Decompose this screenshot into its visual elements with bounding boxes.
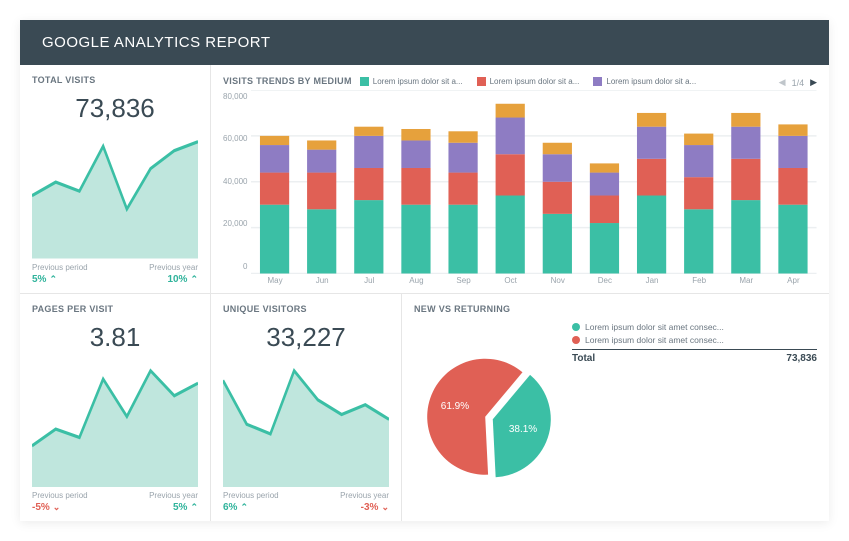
xtick: Jun — [299, 276, 346, 285]
caret-up-icon: ⌃ — [190, 502, 198, 512]
trends-legend: Lorem ipsum dolor sit a... Lorem ipsum do… — [360, 77, 779, 86]
trends-bars — [251, 90, 817, 274]
pages-per-visit-value: 3.81 — [32, 322, 198, 353]
pie-chart: 38.1% 61.9% — [414, 318, 564, 514]
xtick: Aug — [393, 276, 440, 285]
prev-year-value: 10%⌃ — [167, 274, 198, 285]
card-unique-visitors: UNIQUE VISITORS 33,227 Previous period 6… — [211, 294, 401, 522]
prev-period-label: Previous period — [223, 491, 279, 500]
prev-year-label: Previous year — [149, 491, 198, 500]
card-title: NEW VS RETURNING — [414, 304, 817, 314]
ytick: 40,000 — [223, 177, 247, 186]
svg-text:61.9%: 61.9% — [441, 401, 469, 412]
pager-text: 1/4 — [792, 78, 805, 88]
pie-legend-item: Lorem ipsum dolor sit amet consec... — [572, 322, 817, 332]
svg-text:38.1%: 38.1% — [509, 424, 537, 435]
card-title: VISITS TRENDS BY MEDIUM — [223, 76, 352, 86]
report-title: GOOGLE ANALYTICS REPORT — [42, 34, 271, 51]
pie-total-value: 73,836 — [786, 353, 817, 364]
prev-period-label: Previous period — [32, 263, 88, 272]
pie-legend: Lorem ipsum dolor sit amet consec... Lore… — [572, 318, 817, 514]
xtick: Nov — [534, 276, 581, 285]
ytick: 60,000 — [223, 134, 247, 143]
pie-total-row: Total 73,836 — [572, 349, 817, 364]
caret-up-icon: ⌃ — [240, 502, 248, 512]
legend-swatch — [360, 77, 369, 86]
legend-dot — [572, 323, 580, 331]
card-title: TOTAL VISITS — [32, 75, 198, 85]
unique-visitors-sparkline — [223, 359, 389, 488]
xtick: Mar — [723, 276, 770, 285]
legend-label: Lorem ipsum dolor sit a... — [606, 77, 696, 86]
prev-period-value: 6%⌃ — [223, 502, 248, 513]
pie-total-label: Total — [572, 353, 595, 364]
caret-up-icon: ⌃ — [49, 274, 57, 284]
legend-item: Lorem ipsum dolor sit a... — [477, 77, 580, 86]
report-header: GOOGLE ANALYTICS REPORT — [20, 20, 829, 65]
card-visits-trends: VISITS TRENDS BY MEDIUM Lorem ipsum dolo… — [211, 65, 829, 293]
legend-label: Lorem ipsum dolor sit amet consec... — [585, 322, 724, 332]
compare-row: Previous period -5%⌄ Previous year 5%⌃ — [32, 491, 198, 513]
report-grid: TOTAL VISITS 73,836 Previous period 5%⌃ … — [20, 65, 829, 521]
legend-dot — [572, 336, 580, 344]
pages-per-visit-sparkline — [32, 359, 198, 488]
legend-swatch — [477, 77, 486, 86]
legend-item: Lorem ipsum dolor sit a... — [593, 77, 696, 86]
card-title: PAGES PER VISIT — [32, 304, 198, 314]
xtick: Jul — [346, 276, 393, 285]
prev-year-value: 5%⌃ — [173, 502, 198, 513]
ytick: 20,000 — [223, 219, 247, 228]
pie-legend-item: Lorem ipsum dolor sit amet consec... — [572, 335, 817, 345]
card-pages-per-visit: PAGES PER VISIT 3.81 Previous period -5%… — [20, 294, 210, 522]
prev-year-label: Previous year — [149, 263, 198, 272]
prev-period-label: Previous period — [32, 491, 88, 500]
prev-year-label: Previous year — [340, 491, 389, 500]
ytick: 80,000 — [223, 92, 247, 101]
legend-label: Lorem ipsum dolor sit a... — [490, 77, 580, 86]
trends-yaxis: 80,000 60,000 40,000 20,000 0 — [223, 90, 251, 285]
legend-item: Lorem ipsum dolor sit a... — [360, 77, 463, 86]
xtick: May — [251, 276, 298, 285]
card-title: UNIQUE VISITORS — [223, 304, 389, 314]
compare-row: Previous period 6%⌃ Previous year -3%⌄ — [223, 491, 389, 513]
prev-period-value: -5%⌄ — [32, 502, 60, 513]
xtick: Apr — [770, 276, 817, 285]
total-visits-value: 73,836 — [32, 93, 198, 124]
caret-down-icon: ⌄ — [381, 502, 389, 512]
xtick: Feb — [676, 276, 723, 285]
xtick: Oct — [487, 276, 534, 285]
pager-next-icon[interactable]: ▶ — [810, 77, 817, 88]
prev-period-value: 5%⌃ — [32, 274, 57, 285]
legend-label: Lorem ipsum dolor sit a... — [373, 77, 463, 86]
trends-xaxis: MayJunJulAugSepOctNovDecJanFebMarApr — [251, 274, 817, 285]
ytick: 0 — [223, 262, 247, 271]
caret-up-icon: ⌃ — [190, 274, 198, 284]
total-visits-sparkline — [32, 130, 198, 259]
xtick: Dec — [581, 276, 628, 285]
caret-down-icon: ⌄ — [53, 502, 61, 512]
prev-year-value: -3%⌄ — [361, 502, 389, 513]
pager-prev-icon[interactable]: ◀ — [779, 77, 786, 88]
compare-row: Previous period 5%⌃ Previous year 10%⌃ — [32, 263, 198, 285]
legend-swatch — [593, 77, 602, 86]
xtick: Sep — [440, 276, 487, 285]
trends-body: 80,000 60,000 40,000 20,000 0 MayJunJulAugSe… — [223, 90, 817, 285]
card-new-vs-returning: NEW VS RETURNING 38.1% 61.9% Lorem ipsum … — [402, 294, 829, 522]
analytics-report: GOOGLE ANALYTICS REPORT TOTAL VISITS 73,… — [20, 20, 829, 521]
legend-label: Lorem ipsum dolor sit amet consec... — [585, 335, 724, 345]
card-total-visits: TOTAL VISITS 73,836 Previous period 5%⌃ … — [20, 65, 210, 293]
unique-visitors-value: 33,227 — [223, 322, 389, 353]
trends-pager: ◀ 1/4 ▶ — [779, 77, 817, 88]
xtick: Jan — [628, 276, 675, 285]
